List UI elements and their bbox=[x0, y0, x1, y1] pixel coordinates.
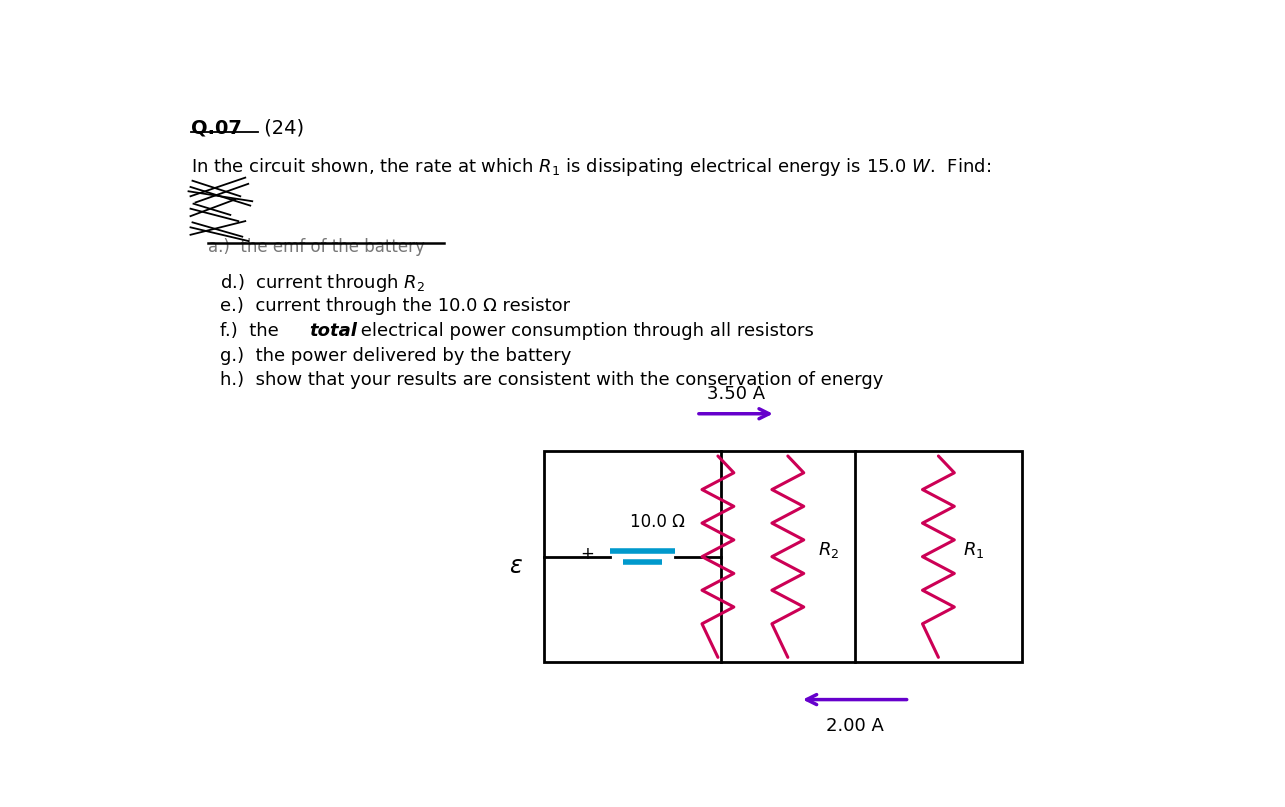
Bar bbox=[544, 451, 1022, 663]
Text: e.)  current through the 10.0 Ω resistor: e.) current through the 10.0 Ω resistor bbox=[221, 297, 571, 315]
Text: f.)  the: f.) the bbox=[221, 322, 285, 340]
Text: In the circuit shown, the rate at which $R_1$ is dissipating electrical energy i: In the circuit shown, the rate at which … bbox=[190, 156, 991, 178]
Text: 2.00 A: 2.00 A bbox=[826, 717, 884, 734]
Text: 10.0 Ω: 10.0 Ω bbox=[630, 513, 685, 532]
Text: g.)  the power delivered by the battery: g.) the power delivered by the battery bbox=[221, 347, 572, 365]
Text: 3.50 A: 3.50 A bbox=[707, 385, 765, 403]
Text: electrical power consumption through all resistors: electrical power consumption through all… bbox=[355, 322, 813, 340]
Text: d.)  current through $R_2$: d.) current through $R_2$ bbox=[221, 272, 425, 294]
Text: h.)  show that your results are consistent with the conservation of energy: h.) show that your results are consisten… bbox=[221, 371, 884, 390]
Text: Q.07: Q.07 bbox=[190, 119, 242, 137]
Text: total: total bbox=[308, 322, 357, 340]
Text: $R_1$: $R_1$ bbox=[964, 541, 984, 560]
Text: $R_2$: $R_2$ bbox=[817, 541, 839, 560]
Text: (24): (24) bbox=[258, 119, 305, 137]
Text: +: + bbox=[581, 545, 595, 562]
Text: $\varepsilon$: $\varepsilon$ bbox=[509, 554, 523, 578]
Text: a.)  the emf of the battery: a.) the emf of the battery bbox=[208, 238, 425, 256]
